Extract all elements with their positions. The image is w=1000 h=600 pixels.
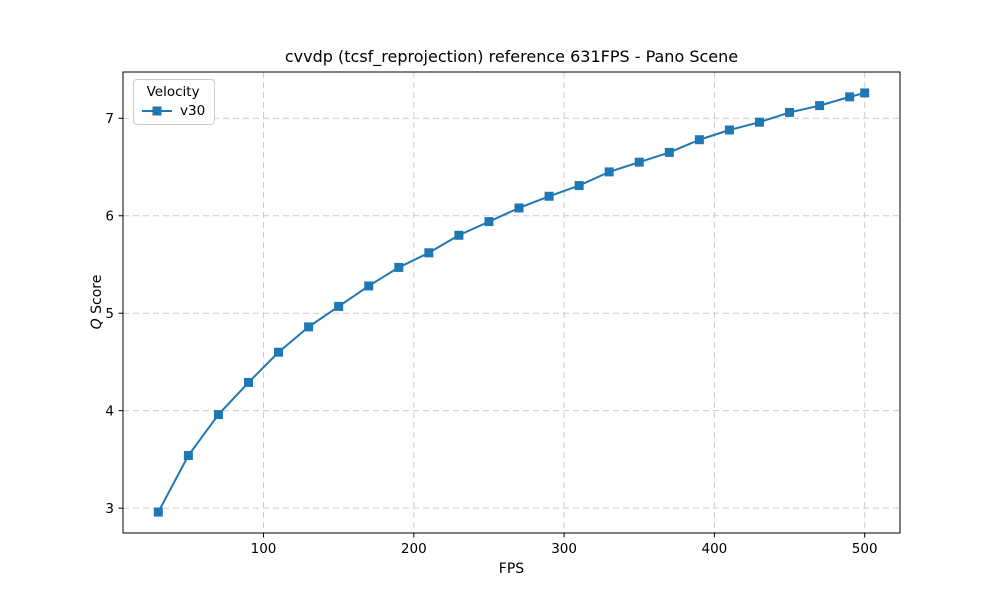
x-tick-label: 100 (251, 541, 277, 557)
data-point-marker (514, 203, 524, 213)
y-axis-label: Q Score (89, 275, 105, 330)
data-point-marker (183, 451, 193, 461)
y-tick-label: 5 (105, 306, 114, 322)
data-point-marker (754, 117, 764, 127)
legend-title: Velocity (146, 84, 200, 100)
data-point-marker (845, 92, 855, 102)
chart-title: cvvdp (tcsf_reprojection) reference 631F… (284, 47, 739, 66)
data-point-marker (664, 147, 674, 157)
series-line (157, 91, 866, 514)
data-point-marker (724, 125, 734, 135)
x-axis-label: FPS (498, 561, 525, 577)
legend-item-label: v30 (180, 103, 206, 119)
x-tick-label: 200 (401, 541, 427, 557)
plot-border (122, 71, 901, 534)
data-point-marker (694, 135, 704, 145)
x-tick-label: 500 (852, 541, 878, 557)
data-point-marker (213, 410, 223, 420)
data-point-marker (394, 262, 404, 272)
y-tick-label: 7 (105, 111, 114, 127)
data-point-marker (634, 157, 644, 167)
data-point-marker (364, 281, 374, 291)
x-tick-label: 400 (702, 541, 728, 557)
data-point-marker (604, 167, 614, 177)
data-point-marker (304, 322, 314, 332)
data-point-marker (153, 507, 163, 517)
data-point-marker (815, 101, 825, 111)
data-point-marker (334, 301, 344, 311)
y-tick-label: 3 (105, 501, 114, 517)
data-point-marker (544, 191, 554, 201)
data-point-marker (274, 347, 284, 357)
data-point-marker (454, 230, 464, 240)
x-tick-label: 300 (551, 541, 577, 557)
data-point-marker (785, 107, 795, 117)
y-tick-label: 4 (105, 403, 114, 419)
legend-item-v30: v30 (141, 103, 205, 119)
legend-square-marker-icon (152, 106, 162, 116)
y-tick-label: 6 (105, 208, 114, 224)
y-axis-label-italic-part: Q (89, 318, 105, 330)
data-point-marker (243, 377, 253, 387)
data-point-marker (574, 181, 584, 191)
y-axis-label-rest-part: Score (89, 274, 105, 319)
legend: Velocity v30 (133, 79, 216, 125)
legend-line-marker-icon (142, 106, 172, 116)
data-point-marker (484, 217, 494, 227)
data-point-marker (860, 88, 870, 98)
data-point-marker (424, 248, 434, 258)
